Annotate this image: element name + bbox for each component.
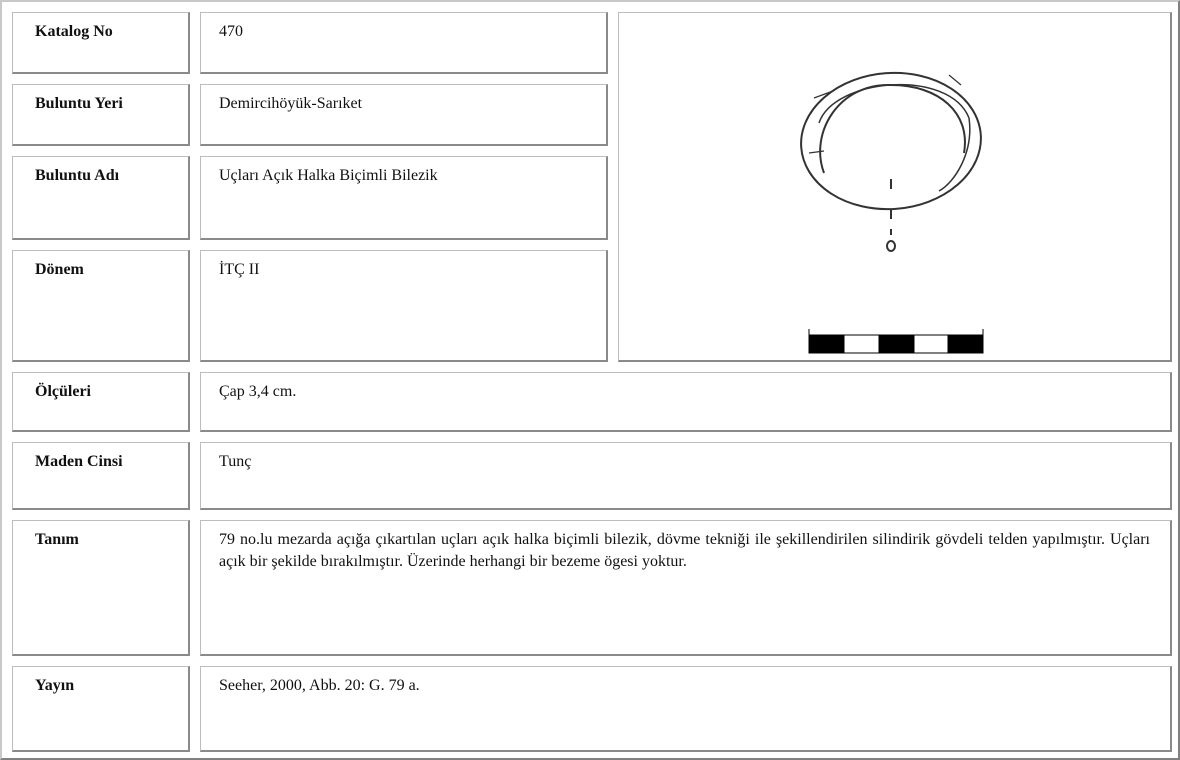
field-value: 79 no.lu mezarda açığa çıkartılan uçları… (200, 520, 1172, 656)
field-label: Dönem (12, 250, 190, 362)
field-value: İTÇ II (200, 250, 608, 362)
field-label: Katalog No (12, 12, 190, 74)
image-cell (618, 12, 1172, 362)
field-label: Ölçüleri (12, 372, 190, 432)
field-value: 470 (200, 12, 608, 74)
field-value: Çap 3,4 cm. (200, 372, 1172, 432)
field-label: Tanım (12, 520, 190, 656)
field-value: Seeher, 2000, Abb. 20: G. 79 a. (200, 666, 1172, 752)
field-label: Yayın (12, 666, 190, 752)
field-value: Tunç (200, 442, 1172, 510)
field-label: Maden Cinsi (12, 442, 190, 510)
bracelet-drawing (800, 71, 984, 354)
field-label: Buluntu Yeri (12, 84, 190, 146)
field-label: Buluntu Adı (12, 156, 190, 240)
field-value: Demircihöyük-Sarıket (200, 84, 608, 146)
field-value: Uçları Açık Halka Biçimli Bilezik (200, 156, 608, 240)
